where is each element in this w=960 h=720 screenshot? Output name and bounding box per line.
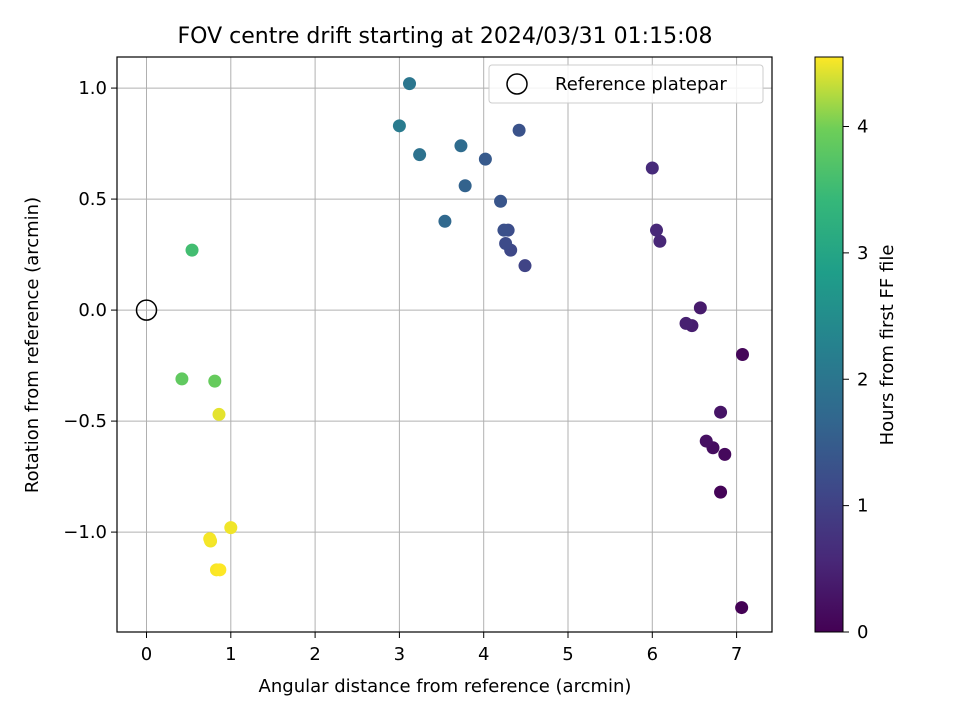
colorbar-tick-label: 0 xyxy=(857,622,868,643)
data-point xyxy=(497,223,511,237)
colorbar-ticks: 0 1 2 3 4 xyxy=(843,117,868,643)
grid-lines xyxy=(117,57,772,632)
data-point xyxy=(699,434,713,448)
y-axis-label: Rotation from reference (arcmin) xyxy=(22,197,43,493)
y-tick-label: 1.0 xyxy=(78,78,107,99)
colorbar-tick-label: 1 xyxy=(857,496,868,517)
data-point xyxy=(653,234,667,248)
data-point xyxy=(714,485,728,499)
data-point xyxy=(203,532,217,546)
data-point xyxy=(403,77,417,91)
y-tick-label: −0.5 xyxy=(63,411,107,432)
data-point xyxy=(645,161,659,175)
y-tick-label: 0.5 xyxy=(78,189,107,210)
data-point xyxy=(478,152,492,166)
data-point xyxy=(185,243,199,257)
data-point xyxy=(735,601,749,615)
x-tick-label: 7 xyxy=(731,644,742,665)
data-point xyxy=(650,223,664,237)
data-point xyxy=(392,119,406,133)
data-point xyxy=(518,259,532,273)
legend: Reference platepar xyxy=(488,64,764,104)
y-axis: −1.0 −0.5 0.0 0.5 1.0 xyxy=(63,78,117,543)
legend-marker xyxy=(506,73,528,95)
data-point xyxy=(438,214,452,228)
data-point xyxy=(213,563,227,577)
data-point xyxy=(413,148,427,162)
x-tick-label: 2 xyxy=(309,644,320,665)
colorbar-tick-label: 2 xyxy=(857,369,868,390)
data-points xyxy=(175,77,749,615)
colorbar-tick-label: 3 xyxy=(857,243,868,264)
x-axis: 0 1 2 3 4 5 6 7 xyxy=(141,632,742,665)
colorbar-gradient xyxy=(814,56,844,633)
colorbar: 0 1 2 3 4 Hours from first FF file xyxy=(814,56,898,643)
data-point xyxy=(454,139,468,153)
data-point xyxy=(175,372,189,386)
colorbar-label: Hours from first FF file xyxy=(877,245,898,446)
y-tick-label: −1.0 xyxy=(63,522,107,543)
x-axis-label: Angular distance from reference (arcmin) xyxy=(259,676,632,697)
x-tick-label: 3 xyxy=(394,644,405,665)
legend-entry-reference: Reference platepar xyxy=(555,74,727,95)
data-point xyxy=(693,301,707,315)
x-tick-label: 6 xyxy=(647,644,658,665)
data-point xyxy=(512,123,526,137)
data-point xyxy=(679,316,693,330)
data-point xyxy=(494,194,508,208)
data-point xyxy=(735,347,749,361)
chart-title: FOV centre drift starting at 2024/03/31 … xyxy=(178,24,713,49)
reference-platepar-marker xyxy=(135,299,158,321)
reference-marker-layer xyxy=(135,299,158,321)
x-tick-label: 4 xyxy=(478,644,489,665)
x-tick-label: 5 xyxy=(562,644,573,665)
data-point xyxy=(714,405,728,419)
legend-box xyxy=(488,64,764,104)
plot-frame xyxy=(116,56,773,633)
data-point xyxy=(212,407,226,421)
data-point xyxy=(208,374,222,388)
x-tick-label: 0 xyxy=(141,644,152,665)
data-point xyxy=(224,521,238,535)
y-tick-label: 0.0 xyxy=(78,300,107,321)
x-tick-label: 1 xyxy=(225,644,236,665)
colorbar-tick-label: 4 xyxy=(857,117,868,138)
data-point xyxy=(499,236,513,250)
data-point xyxy=(458,179,472,193)
data-point xyxy=(718,447,732,461)
